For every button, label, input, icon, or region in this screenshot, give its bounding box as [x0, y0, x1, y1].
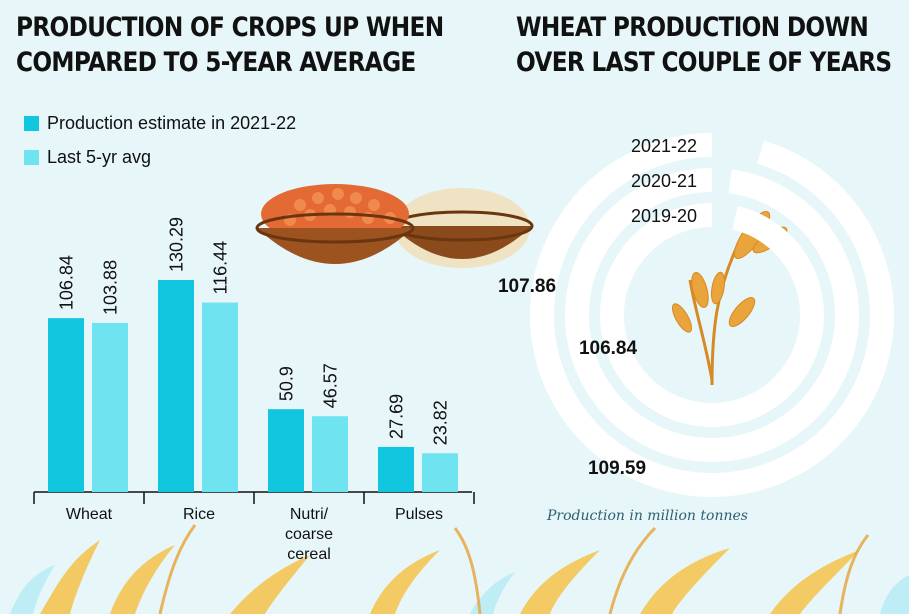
bar-value-label: 116.44 [210, 241, 230, 295]
bar-current [158, 280, 194, 492]
category-label: coarse [285, 526, 333, 543]
bar-value-label: 27.69 [386, 394, 406, 439]
arc-value-label: 106.84 [579, 338, 638, 359]
legend-label-average: Last 5-yr avg [47, 147, 152, 167]
legend-swatch-current [24, 116, 39, 131]
category-label: cereal [287, 546, 331, 563]
legend-item-current: Production estimate in 2021-22 [24, 113, 296, 134]
arc-value-label: 107.86 [498, 276, 556, 297]
bar-value-label: 23.82 [430, 400, 450, 445]
unit-note: Production in million tonnes [547, 508, 748, 524]
bar-average [422, 453, 458, 492]
right-chart-title: WHEAT PRODUCTION DOWN OVER LAST COUPLE O… [516, 10, 892, 80]
legend-swatch-average [24, 150, 39, 165]
bar-current [268, 409, 304, 492]
arc-2021-22 [530, 133, 894, 497]
bar-average [202, 302, 238, 492]
year-label: 2020-21 [631, 171, 697, 191]
legend-item-average: Last 5-yr avg [24, 147, 151, 168]
bar-average [92, 322, 128, 492]
bar-value-label: 50.9 [276, 366, 296, 401]
legend-label-current: Production estimate in 2021-22 [47, 113, 297, 133]
category-label: Wheat [66, 506, 113, 523]
arc-2020-21 [565, 168, 859, 462]
left-title-line-2: COMPARED TO 5-YEAR AVERAGE [16, 47, 416, 78]
bar-average [312, 416, 348, 492]
left-chart-title: PRODUCTION OF CROPS UP WHEN COMPARED TO … [16, 10, 444, 80]
arc-2019-20 [600, 203, 824, 427]
right-title-line-2: OVER LAST COUPLE OF YEARS [516, 47, 892, 78]
year-label: 2019-20 [631, 206, 697, 226]
bar-value-label: 46.57 [320, 363, 340, 408]
category-label: Rice [183, 506, 215, 523]
bar-value-label: 130.29 [166, 217, 186, 272]
right-title-line-1: WHEAT PRODUCTION DOWN [516, 12, 869, 43]
bar-value-label: 103.88 [100, 260, 120, 315]
arc-value-label: 109.59 [588, 458, 646, 479]
bar-current [378, 446, 414, 492]
category-label: Pulses [395, 506, 443, 523]
category-label: Nutri/ [290, 506, 329, 523]
left-title-line-1: PRODUCTION OF CROPS UP WHEN [16, 12, 444, 43]
bar-value-label: 106.84 [56, 255, 76, 310]
year-label: 2021-22 [631, 136, 697, 156]
bar-current [48, 318, 84, 492]
